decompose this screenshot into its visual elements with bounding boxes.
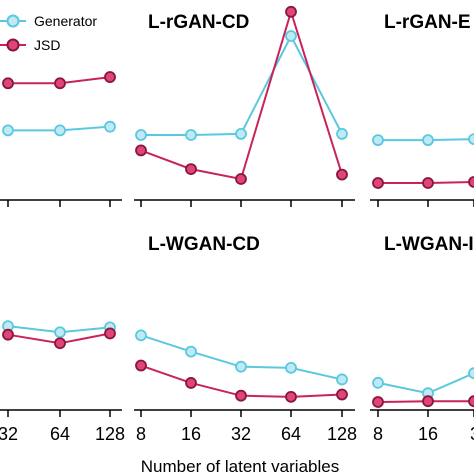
legend-generator-marker bbox=[6, 14, 20, 28]
generator-data-point bbox=[54, 124, 66, 137]
x-tick-label: 8 bbox=[373, 424, 383, 444]
jsd-data-point bbox=[336, 168, 348, 181]
jsd-series-line bbox=[140, 8, 343, 181]
x-tick-label: 128 bbox=[95, 424, 125, 444]
x-tick-label: 32 bbox=[231, 424, 251, 444]
x-tick-label: 64 bbox=[281, 424, 301, 444]
generator-data-point bbox=[285, 361, 297, 374]
x-tick-label: 8 bbox=[136, 424, 146, 444]
jsd-data-point bbox=[235, 389, 247, 402]
jsd-data-point bbox=[372, 177, 384, 189]
jsd-data-point bbox=[285, 5, 297, 18]
generator-data-point bbox=[336, 373, 348, 386]
generator-data-point bbox=[185, 129, 197, 141]
jsd-data-point bbox=[372, 396, 384, 408]
generator-data-point bbox=[285, 30, 297, 42]
legend-generator-label: Generator bbox=[34, 13, 97, 29]
x-tick-label: 128 bbox=[327, 424, 357, 444]
legend-jsd-marker bbox=[6, 38, 20, 52]
generator-data-point bbox=[235, 127, 247, 140]
jsd-data-point bbox=[135, 144, 147, 157]
panel-title: L-WGAN-CD bbox=[148, 234, 260, 255]
jsd-data-point bbox=[104, 71, 116, 83]
generator-series-line bbox=[141, 33, 343, 136]
jsd-data-point bbox=[2, 77, 14, 90]
x-tick-label: 64 bbox=[50, 424, 70, 444]
jsd-data-point bbox=[2, 328, 14, 341]
generator-data-point bbox=[372, 376, 384, 389]
jsd-data-point bbox=[468, 176, 474, 188]
generator-series-line bbox=[140, 334, 343, 381]
x-tick-label: 3 bbox=[470, 424, 474, 444]
generator-data-point bbox=[336, 127, 348, 140]
x-tick-label: 16 bbox=[181, 424, 201, 444]
panel-title: L-rGAN-E bbox=[384, 12, 471, 33]
jsd-data-point bbox=[135, 359, 147, 372]
jsd-data-point bbox=[54, 337, 66, 350]
panel-title: L-rGAN-CD bbox=[148, 12, 249, 33]
jsd-data-point bbox=[336, 388, 348, 401]
generator-data-point bbox=[54, 326, 66, 339]
x-tick-label: 16 bbox=[418, 424, 438, 444]
generator-data-point bbox=[135, 329, 147, 342]
jsd-data-point bbox=[104, 327, 116, 340]
generator-data-point bbox=[372, 134, 384, 147]
legend: Generator JSD bbox=[0, 13, 97, 53]
points-layer bbox=[2, 5, 474, 408]
generator-data-point bbox=[422, 134, 434, 147]
axes-layer bbox=[0, 199, 474, 417]
generator-data-point bbox=[468, 133, 474, 146]
generator-data-point bbox=[235, 360, 247, 373]
generator-data-point bbox=[185, 345, 197, 358]
generator-data-point bbox=[135, 129, 147, 141]
x-tick-label: 32 bbox=[0, 424, 18, 444]
jsd-data-point bbox=[185, 163, 197, 176]
jsd-data-point bbox=[285, 390, 297, 403]
generator-data-point bbox=[104, 120, 116, 133]
jsd-data-point bbox=[54, 77, 66, 90]
jsd-data-point bbox=[185, 377, 197, 389]
generator-data-point bbox=[468, 367, 474, 380]
legend-jsd-label: JSD bbox=[34, 37, 60, 53]
jsd-data-point bbox=[235, 173, 247, 185]
panel-title: L-WGAN-I bbox=[384, 234, 474, 255]
text-layer: L-rGAN-CD L-rGAN-E L-WGAN-CD L-WGAN-I 32 64 12… bbox=[0, 12, 474, 444]
generator-data-point bbox=[2, 124, 14, 137]
jsd-data-point bbox=[422, 395, 434, 408]
jsd-data-point bbox=[468, 395, 474, 408]
x-axis-title: Number of latent variables bbox=[141, 457, 339, 474]
jsd-data-point bbox=[422, 177, 434, 189]
